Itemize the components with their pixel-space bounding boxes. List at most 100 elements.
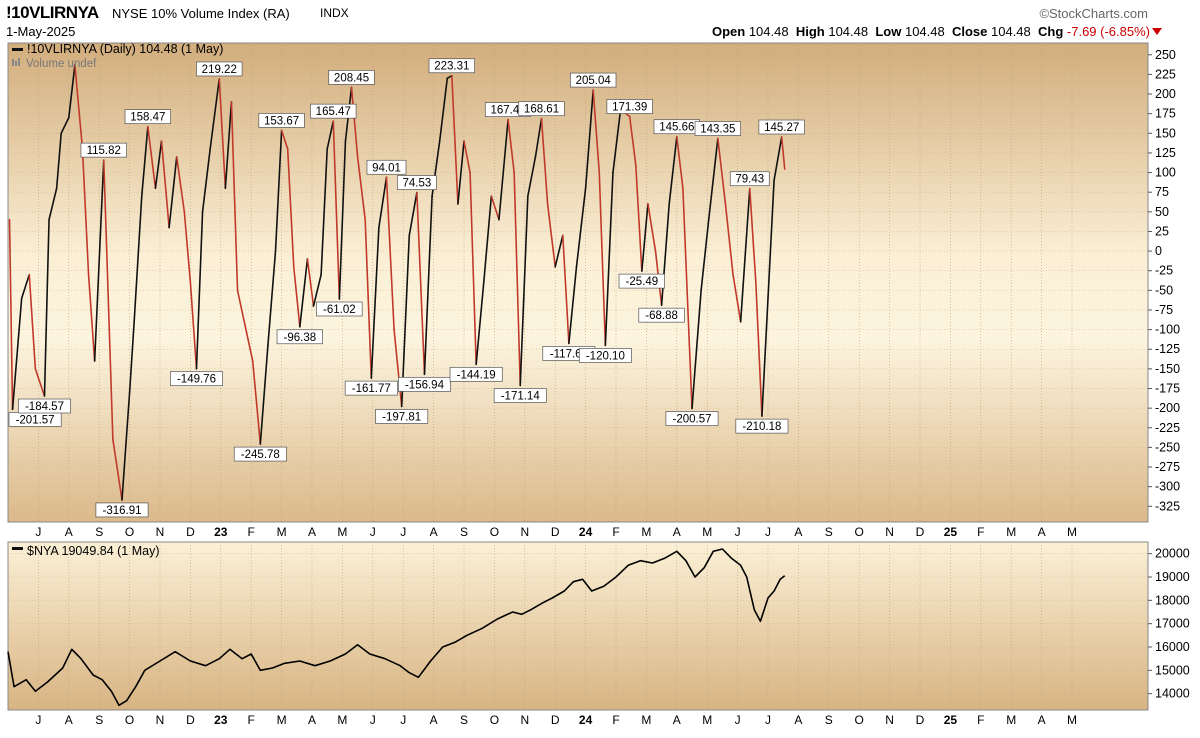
x-tick-label: F — [248, 713, 255, 727]
volume-bar-icon — [18, 58, 20, 66]
main-series-segment — [55, 132, 63, 190]
x-tick-label: A — [1038, 525, 1046, 539]
volume-bar-icon — [12, 59, 14, 66]
annotation-box — [170, 371, 223, 387]
main-series-segment — [393, 328, 403, 408]
y-tick-label: 150 — [1155, 126, 1176, 140]
annotation-label: -200.57 — [672, 414, 711, 426]
x-tick-label: A — [673, 525, 681, 539]
y-tick-label: 75 — [1155, 185, 1169, 199]
main-series-segment — [451, 74, 459, 205]
annotation-box — [518, 101, 565, 117]
main-series-segment — [364, 218, 373, 379]
annotation-box — [638, 307, 685, 323]
annotation-box — [398, 376, 451, 392]
main-series-segment — [463, 140, 471, 174]
x-tick-label: D — [186, 713, 195, 727]
main-series-segment — [561, 234, 570, 345]
x-tick-label: N — [520, 713, 529, 727]
main-series-segment — [378, 176, 388, 229]
x-tick-label: A — [794, 525, 802, 539]
y-tick-label: 14000 — [1155, 687, 1190, 701]
watermark[interactable]: ©StockCharts.com — [1039, 6, 1148, 21]
main-series-segment — [34, 368, 46, 397]
annotation-box — [196, 61, 243, 77]
x-tick-label: M — [1006, 713, 1016, 727]
y-tick-label: 50 — [1155, 205, 1169, 219]
x-tick-label: N — [885, 525, 894, 539]
main-series-segment — [11, 297, 23, 411]
x-tick-label: J — [370, 525, 376, 539]
annotation-box — [276, 329, 323, 345]
x-tick-label: J — [765, 713, 771, 727]
y-tick-label: -250 — [1155, 440, 1180, 454]
volume-label: Volume undef — [26, 58, 97, 70]
main-series-segment — [292, 265, 301, 328]
main-series-segment — [43, 218, 50, 397]
symbol-title: !10VLIRNYA — [6, 3, 99, 22]
main-series-segment — [8, 218, 14, 411]
x-tick-label: O — [855, 525, 864, 539]
main-series-segment — [280, 129, 289, 150]
x-tick-label: D — [551, 713, 560, 727]
main-series-segment — [540, 117, 549, 205]
x-tick-label: A — [794, 713, 802, 727]
annotation-box — [493, 388, 547, 403]
y-tick-label: -125 — [1155, 342, 1180, 356]
y-tick-label: -325 — [1155, 499, 1180, 513]
close-value: 104.48 — [991, 24, 1031, 39]
main-series-segment — [469, 171, 477, 366]
main-series-segment — [707, 137, 719, 221]
annotation-label: 208.45 — [334, 72, 369, 84]
main-series-segment — [575, 187, 587, 268]
x-tick-label: A — [1038, 713, 1046, 727]
y-tick-label: 15000 — [1155, 663, 1190, 677]
annotation-box — [233, 446, 287, 462]
main-series-segment — [546, 203, 557, 268]
y-tick-label: 17000 — [1155, 617, 1190, 631]
x-tick-label: J — [35, 713, 41, 727]
x-tick-label: M — [1067, 525, 1077, 539]
y-tick-label: 175 — [1155, 107, 1176, 121]
x-tick-label: J — [370, 713, 376, 727]
main-series-segment — [490, 195, 500, 221]
low-label: Low — [875, 24, 902, 39]
x-tick-label: D — [186, 525, 195, 539]
x-tick-label: O — [125, 713, 134, 727]
y-tick-label: -75 — [1155, 303, 1173, 317]
main-series-segment — [700, 218, 710, 292]
annotation-label: -245.78 — [241, 449, 280, 461]
ohlc-readout: Open 104.48 High 104.48 Low 104.48 Close… — [712, 24, 1150, 39]
main-series-segment — [568, 265, 578, 345]
annotation-label: 223.31 — [434, 61, 469, 73]
main-panel-bg — [7, 42, 1149, 523]
main-series-segment — [251, 360, 262, 445]
annotation-label: 219.22 — [202, 64, 237, 76]
annotation-label: 94.01 — [372, 162, 401, 174]
y-tick-label: -175 — [1155, 382, 1180, 396]
x-tick-label: N — [885, 713, 894, 727]
y-tick-label: 25 — [1155, 224, 1169, 238]
y-tick-label: -225 — [1155, 421, 1180, 435]
annotation-label: 153.67 — [264, 115, 299, 127]
annotation-box — [95, 502, 149, 518]
low-value: 104.48 — [904, 24, 945, 39]
y-tick-label: 225 — [1155, 67, 1176, 81]
annotation-box — [328, 70, 375, 85]
main-series-segment — [675, 135, 684, 190]
annotation-box — [618, 273, 665, 289]
main-series-segment — [140, 125, 149, 197]
annotation-label: -61.02 — [323, 304, 356, 316]
y-tick-label: -100 — [1155, 323, 1180, 337]
x-tick-label: D — [916, 525, 925, 539]
annotation-box — [735, 418, 789, 434]
main-series-segment — [121, 391, 131, 501]
annotation-box — [344, 380, 398, 396]
main-series-segment — [682, 187, 693, 410]
x-tick-label: M — [1006, 525, 1016, 539]
annotation-box — [606, 99, 653, 114]
annotation-label: -210.18 — [742, 421, 781, 433]
y-tick-label: 250 — [1155, 48, 1176, 62]
x-tick-label: S — [95, 713, 103, 727]
